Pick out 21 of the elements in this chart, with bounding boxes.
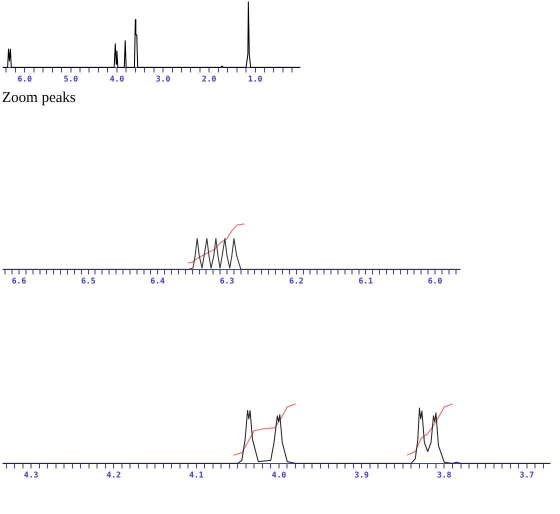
x-tick-label: 6.5 [81,276,96,286]
x-tick-label: 6.0 [428,276,442,286]
x-tick-label: 4.3 [24,470,38,480]
x-tick-label: 3.8 [437,470,452,480]
x-tick-label: 4.0 [272,470,286,480]
x-tick-label: 3.0 [156,74,170,84]
x-tick-label: 4.2 [106,470,122,480]
x-tick-label: 2.0 [202,74,217,84]
x-tick-label: 6.1 [358,276,374,286]
x-tick-label: 6.6 [12,276,26,286]
x-tick-label: 4.1 [189,470,204,480]
x-tick-label: 6.0 [17,74,32,84]
x-tick-label: 4.0 [110,74,124,84]
x-tick-label: 6.4 [150,276,166,286]
x-tick-label: 5.0 [64,74,78,84]
x-tick-label: 1.0 [248,74,263,84]
x-tick-label: 6.3 [220,276,234,286]
x-tick-label: 3.9 [354,470,370,480]
text: Zoom peaks [2,90,76,107]
x-tick-label: 6.2 [289,276,304,286]
x-tick-label: 3.7 [520,470,534,480]
